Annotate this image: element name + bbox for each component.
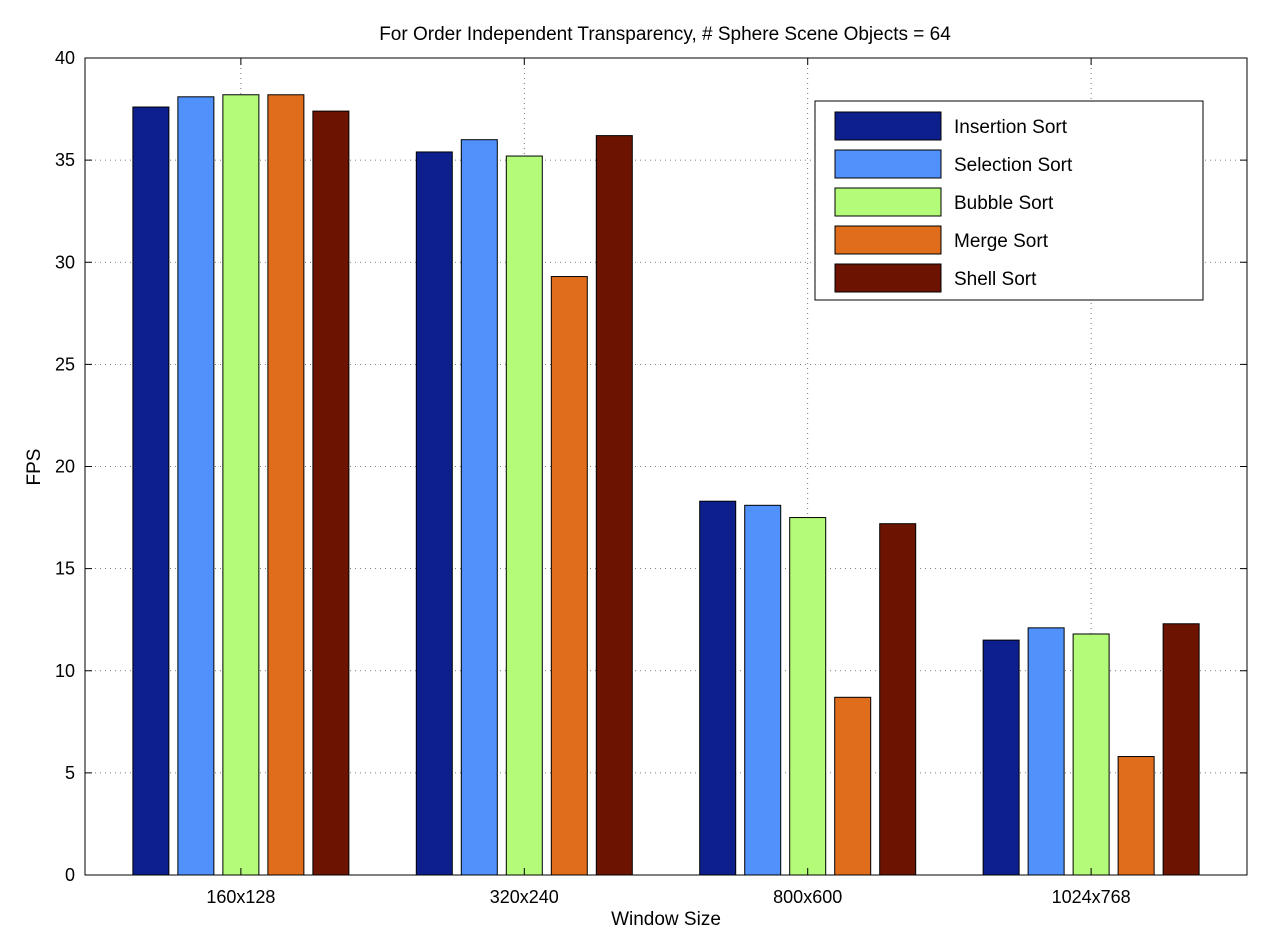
x-axis-label: Window Size: [611, 909, 721, 930]
y-tick-label: 30: [55, 252, 75, 272]
y-tick-label: 15: [55, 559, 75, 579]
x-tick-label: 160x128: [206, 887, 275, 907]
chart-title: For Order Independent Transparency, # Sp…: [379, 24, 951, 45]
bar: [879, 523, 917, 876]
legend-label: Merge Sort: [954, 231, 1049, 252]
legend-swatch: [834, 187, 942, 217]
y-tick-label: 25: [55, 354, 75, 374]
y-tick-label: 5: [65, 763, 75, 783]
y-tick-label: 10: [55, 661, 75, 681]
bar: [312, 110, 350, 876]
bar: [415, 151, 453, 876]
bar: [550, 276, 588, 876]
legend-label: Insertion Sort: [954, 117, 1068, 138]
bar: [132, 106, 170, 876]
legend-swatch: [834, 225, 942, 255]
bar: [1117, 756, 1155, 876]
legend-label: Bubble Sort: [954, 193, 1054, 214]
bar: [1027, 627, 1065, 876]
bar: [505, 155, 543, 876]
bar: [267, 94, 305, 876]
bar: [982, 639, 1020, 876]
axis-ticks: 0 5 10 15 20 25 30 35 40 160x128 320x240 800x600 102…: [55, 48, 1247, 907]
y-tick-label: 40: [55, 48, 75, 68]
bar: [1072, 633, 1110, 876]
bar: [789, 517, 827, 876]
legend-swatch: [834, 149, 942, 179]
y-tick-label: 35: [55, 150, 75, 170]
y-tick-label: 20: [55, 457, 75, 477]
x-tick-label: 800x600: [773, 887, 842, 907]
legend-label: Selection Sort: [954, 155, 1073, 176]
legend-swatch: [834, 111, 942, 141]
y-axis-label: FPS: [24, 449, 45, 486]
x-tick-label: 1024x768: [1052, 887, 1131, 907]
y-tick-label: 0: [65, 865, 75, 885]
x-tick-label: 320x240: [490, 887, 559, 907]
bar: [460, 139, 498, 876]
bar: [834, 696, 872, 876]
bars: [132, 94, 1200, 876]
bar: [1162, 623, 1200, 876]
bar: [595, 135, 633, 876]
legend-label: Shell Sort: [954, 269, 1037, 290]
bar: [177, 96, 215, 876]
legend-swatch: [834, 263, 942, 293]
bar: [222, 94, 260, 876]
legend: Insertion Sort Selection Sort Bubble Sort M…: [814, 100, 1204, 301]
bar: [744, 504, 782, 876]
bar: [699, 500, 737, 876]
